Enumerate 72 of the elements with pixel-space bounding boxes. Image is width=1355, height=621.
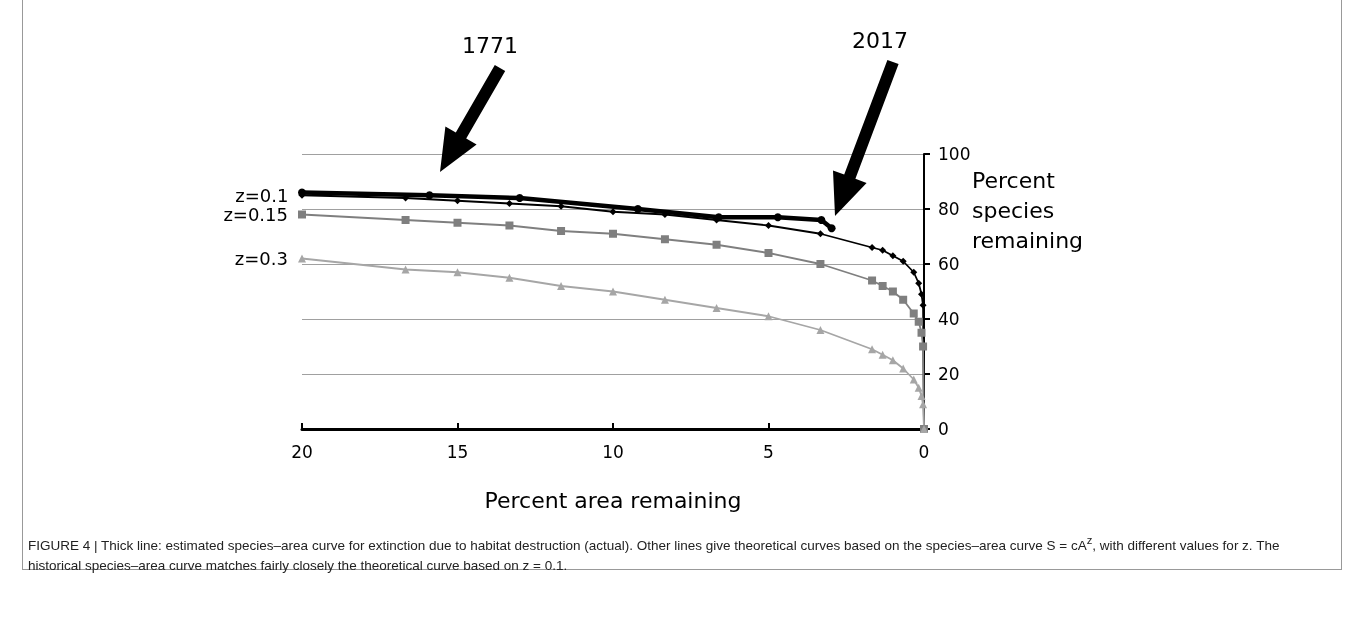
point bbox=[914, 317, 923, 326]
point bbox=[505, 221, 514, 230]
y-axis-title: Percent species remaining bbox=[972, 167, 1085, 255]
point bbox=[764, 312, 773, 321]
y-tick-label: 60 bbox=[938, 254, 960, 274]
y-tick-label: 20 bbox=[938, 364, 960, 384]
point bbox=[401, 265, 410, 274]
point bbox=[298, 210, 306, 219]
point bbox=[899, 364, 908, 373]
point bbox=[454, 197, 461, 205]
y-tick-label: 80 bbox=[938, 199, 960, 219]
point bbox=[919, 400, 928, 409]
point bbox=[505, 273, 514, 282]
point bbox=[917, 392, 926, 400]
x-axis-title: Percent area remaining bbox=[483, 488, 743, 513]
point bbox=[914, 383, 923, 392]
series-label: z=0.1 bbox=[235, 184, 289, 206]
point bbox=[609, 229, 617, 238]
point bbox=[633, 205, 642, 213]
point bbox=[909, 309, 918, 318]
point bbox=[868, 276, 877, 285]
point bbox=[712, 304, 721, 312]
text: FIGURE 4 | Thick line: estimated species–area curve for extinction due to habitat destruction (actual). Other lines give theoretical curves based on the species–area curve S = cA$^{z}$, with different values for z. The historical species–area curve matches fairly closely the theoretical curve based on z = 0.1. bbox=[28, 534, 1280, 573]
point bbox=[919, 342, 928, 351]
point bbox=[660, 295, 669, 304]
point bbox=[453, 218, 462, 227]
point bbox=[827, 224, 836, 233]
x-tick-label: 10 bbox=[602, 441, 624, 462]
point bbox=[425, 191, 434, 200]
point bbox=[889, 252, 897, 260]
point bbox=[909, 375, 918, 384]
point bbox=[915, 279, 923, 287]
point bbox=[557, 227, 566, 235]
x-tick-label: 0 bbox=[918, 441, 930, 462]
point bbox=[298, 254, 306, 263]
y-tick-label: 100 bbox=[938, 144, 971, 164]
point bbox=[816, 260, 825, 268]
point bbox=[878, 282, 887, 290]
point bbox=[401, 216, 410, 224]
x-tick-label: 5 bbox=[763, 441, 774, 462]
point bbox=[868, 244, 876, 251]
point bbox=[899, 295, 908, 304]
point bbox=[910, 268, 918, 276]
point bbox=[557, 282, 566, 290]
point bbox=[660, 235, 669, 244]
x-tick-label: 15 bbox=[446, 441, 469, 462]
point bbox=[515, 194, 524, 202]
point bbox=[878, 350, 887, 359]
point bbox=[816, 230, 824, 238]
x-tick-label: 20 bbox=[291, 441, 313, 462]
point bbox=[609, 208, 617, 216]
point bbox=[868, 345, 877, 354]
point bbox=[505, 200, 513, 207]
point bbox=[879, 246, 887, 254]
text: 2017 bbox=[852, 27, 908, 53]
point bbox=[773, 213, 782, 222]
series-label: z=0.15 bbox=[223, 204, 288, 225]
point bbox=[888, 356, 897, 365]
point bbox=[609, 287, 617, 296]
point bbox=[817, 216, 826, 224]
point bbox=[764, 249, 773, 257]
point bbox=[453, 268, 462, 277]
point bbox=[899, 257, 907, 265]
y-tick-label: 0 bbox=[938, 419, 949, 439]
point bbox=[712, 240, 721, 249]
point bbox=[917, 328, 926, 337]
series-label: z=0.3 bbox=[234, 248, 288, 269]
y-tick-label: 40 bbox=[938, 309, 960, 329]
point bbox=[816, 326, 825, 334]
point bbox=[888, 287, 897, 296]
text: 1771 bbox=[462, 32, 518, 58]
point bbox=[765, 222, 772, 229]
